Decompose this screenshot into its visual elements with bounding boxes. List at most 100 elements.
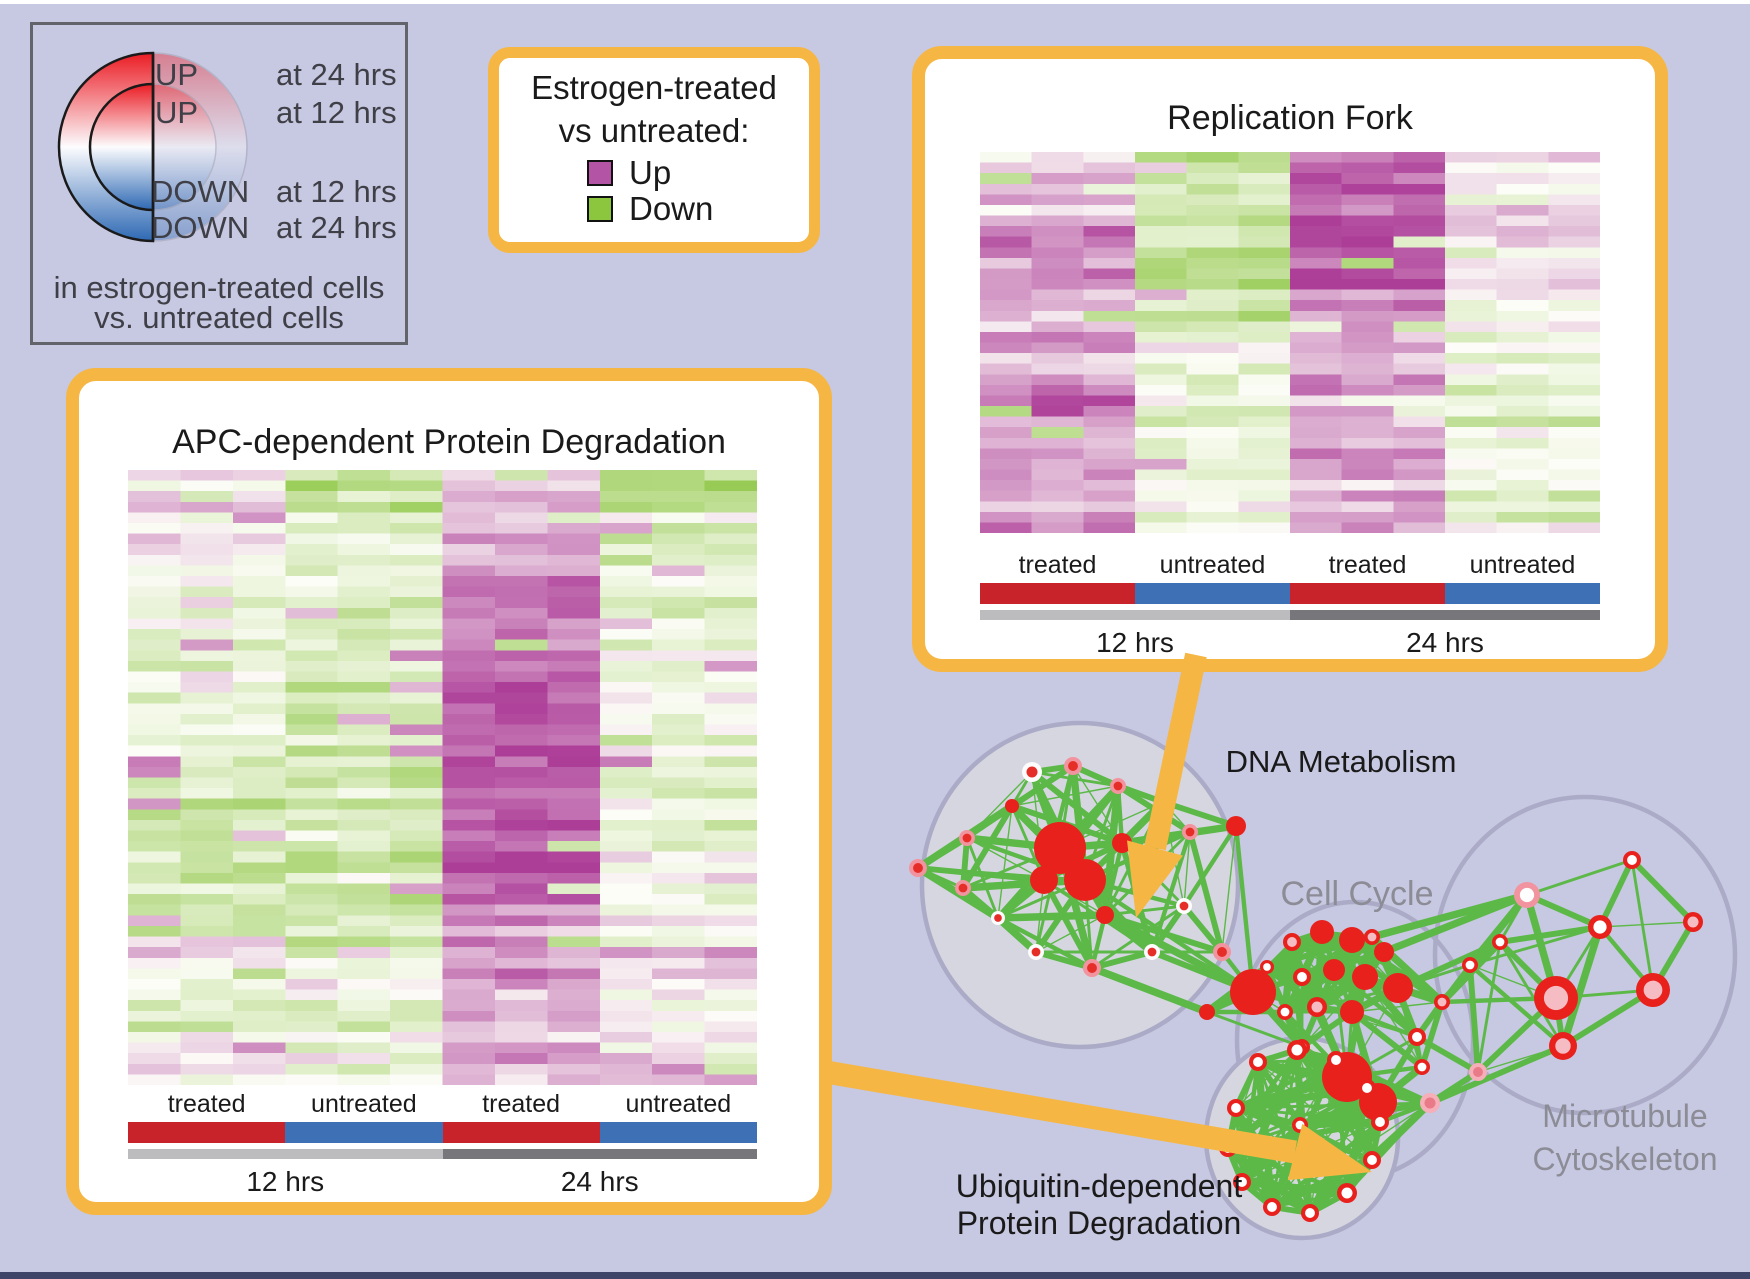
- heatmap-cell: [285, 978, 339, 991]
- heatmap-cell: [128, 692, 182, 704]
- heatmap-cell: [1445, 363, 1498, 375]
- network-edge: [1257, 1058, 1368, 1092]
- heatmap-cell: [1083, 279, 1136, 291]
- legend-footer-line1: in estrogen-treated cells: [53, 270, 385, 305]
- heatmap-cell: [547, 819, 601, 832]
- heatmap-cell: [1445, 458, 1498, 471]
- heatmap-cell: [285, 1053, 339, 1065]
- heatmap-cell: [285, 989, 339, 1001]
- network-node: [1230, 969, 1276, 1015]
- network-edge: [1419, 1001, 1445, 1068]
- network-node: [1434, 994, 1450, 1010]
- heatmap-cell: [494, 660, 548, 673]
- heatmap-cell: [1393, 480, 1446, 492]
- heatmap-cell: [1186, 257, 1239, 270]
- heatmap-cell: [547, 841, 601, 853]
- network-edge: [1251, 965, 1269, 994]
- network-node: [1363, 1151, 1381, 1169]
- heatmap-cell: [547, 501, 601, 514]
- heatmap-cell: [390, 798, 444, 810]
- network-edge: [1428, 1069, 1480, 1106]
- network-edge: [916, 864, 1000, 922]
- heatmap-cell: [232, 798, 286, 810]
- heatmap-cell: [599, 766, 653, 779]
- heatmap-cell: [1186, 427, 1239, 439]
- network-node: [1636, 973, 1670, 1007]
- heatmap-cell: [1083, 501, 1136, 513]
- heatmap-cell: [180, 565, 234, 577]
- heatmap-cell: [128, 756, 182, 768]
- network-edge: [1227, 1086, 1368, 1150]
- heatmap-cell: [494, 862, 548, 874]
- heatmap-cell: [128, 904, 182, 916]
- network-edge: [1364, 974, 1399, 991]
- network-edge: [1090, 964, 1209, 1016]
- heatmap-cell: [1031, 194, 1084, 206]
- heatmap-cell: [1445, 257, 1498, 270]
- heatmap-cell: [1290, 247, 1343, 259]
- heatmap-cell: [390, 692, 444, 704]
- network-node: [1263, 1198, 1281, 1216]
- heatmap-cell: [180, 639, 234, 651]
- heatmap-cell: [442, 501, 496, 514]
- heatmap-cell: [337, 766, 391, 779]
- heatmap-cell: [1393, 300, 1446, 312]
- network-node: [1022, 762, 1042, 782]
- network-edge: [1233, 1060, 1261, 1110]
- heatmap-cell: [1548, 321, 1600, 333]
- time-labels: 12 hrs 24 hrs: [980, 627, 1600, 659]
- heatmap-cell: [599, 819, 653, 832]
- heatmap-cell: [1083, 173, 1136, 185]
- heatmap-cell: [390, 703, 444, 715]
- heatmap-cell: [494, 1063, 548, 1075]
- network-edge: [1554, 926, 1602, 999]
- heatmap-cell: [1393, 215, 1446, 227]
- heatmap-cell: [390, 533, 444, 545]
- network-edge: [1030, 769, 1124, 846]
- heatmap-cell: [1341, 204, 1394, 217]
- network-edge: [1264, 966, 1288, 1013]
- heatmap-cell: [1496, 384, 1549, 397]
- heatmap-cell: [1445, 279, 1498, 291]
- network-edge: [1117, 783, 1164, 805]
- network-edge: [1101, 785, 1122, 916]
- network-edge: [1561, 987, 1655, 1049]
- network-edge: [917, 866, 1086, 882]
- heatmap-cell: [285, 756, 339, 768]
- network-node: [1182, 824, 1198, 840]
- heatmap-cell: [232, 703, 286, 715]
- network-edge: [1415, 1034, 1480, 1075]
- heatmap-cell: [494, 777, 548, 789]
- heatmap-cell: [128, 607, 182, 620]
- heatmap-cell: [1083, 152, 1136, 164]
- heatmap-cell: [1445, 162, 1498, 174]
- network-edge: [1316, 986, 1399, 1009]
- heatmap-cell: [1238, 448, 1291, 460]
- heatmap-cell: [442, 872, 496, 885]
- heatmap-cell: [704, 947, 757, 959]
- heatmap-cell: [232, 639, 286, 651]
- network-edge: [1241, 1178, 1348, 1197]
- heatmap-cell: [285, 650, 339, 662]
- network-edge: [1343, 1087, 1371, 1194]
- heatmap-cell: [652, 533, 706, 545]
- heatmap-cell: [442, 703, 496, 715]
- heatmap-cell: [1548, 363, 1600, 375]
- network-edge: [1315, 935, 1374, 1009]
- network-edge: [1332, 1058, 1376, 1162]
- heatmap-cell: [390, 501, 444, 514]
- heatmap-cell: [232, 533, 286, 545]
- network-edge: [1266, 965, 1353, 1014]
- heatmap-cell: [547, 968, 601, 980]
- heatmap-cell: [285, 512, 339, 524]
- figure-bottom-edge: [0, 1272, 1750, 1279]
- heatmap-cell: [652, 470, 706, 482]
- heatmap-cell: [704, 894, 757, 906]
- heatmap-cell: [390, 872, 444, 885]
- heatmap-cell: [285, 936, 339, 948]
- heatmap-cell: [1031, 279, 1084, 291]
- heatmap-cell: [1238, 289, 1291, 301]
- heatmap-cell: [337, 851, 391, 863]
- network-edge: [1321, 929, 1353, 943]
- heatmap-cell: [1186, 501, 1239, 513]
